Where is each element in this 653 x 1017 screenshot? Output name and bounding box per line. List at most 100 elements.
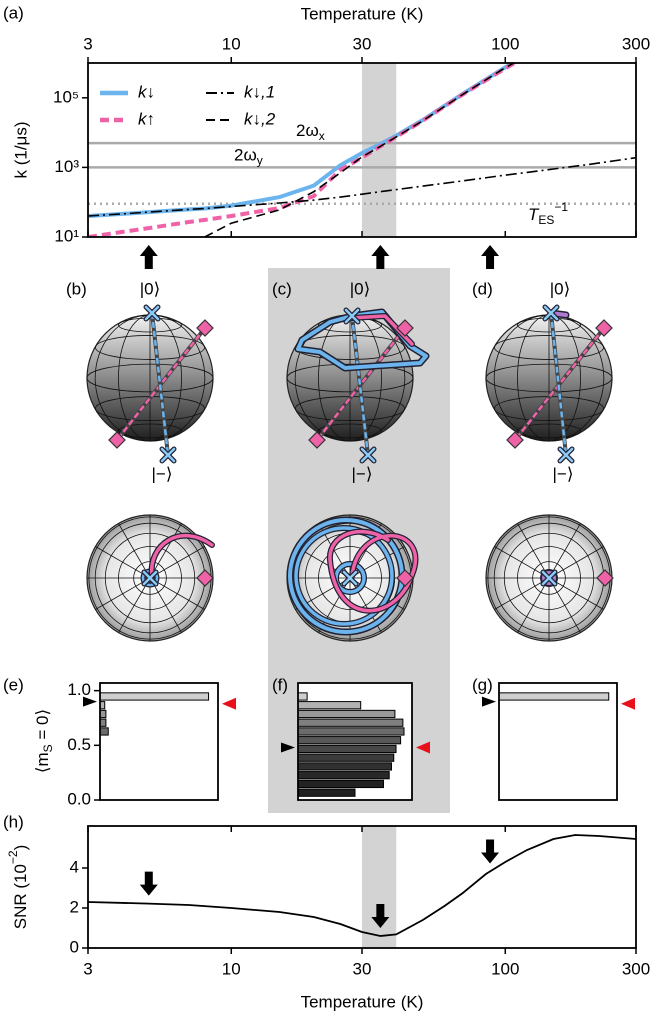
state-label: |0⟩	[350, 279, 371, 298]
y-tick-label: 0.0	[67, 789, 91, 808]
panel-label: (c)	[272, 279, 292, 298]
shaded-range	[362, 826, 397, 948]
y-axis-label: SNR (10−2)	[6, 845, 30, 930]
histogram-bar	[99, 727, 109, 736]
mean-marker	[621, 697, 635, 710]
arrow	[481, 839, 500, 864]
text-part: 2ω	[234, 146, 257, 165]
mean-marker	[83, 696, 97, 707]
cross-marker	[142, 305, 574, 586]
x-tick-label: 100	[491, 34, 519, 53]
panel-label: (f)	[272, 675, 288, 694]
diamond-marker	[595, 319, 613, 337]
histogram-bar	[99, 692, 210, 701]
legend-label: k↑	[138, 109, 155, 128]
text-part: T	[528, 205, 540, 224]
text-part: )	[11, 845, 30, 851]
x-tick-label: 30	[353, 34, 372, 53]
plot-frame	[297, 682, 413, 801]
legend-label: k↓,1	[244, 82, 275, 101]
trajectory	[328, 529, 418, 613]
y-tick-label: 0	[70, 937, 79, 956]
state-markers	[108, 319, 614, 587]
cross-markers	[141, 304, 575, 587]
x-axis-label: Temperature (K)	[301, 4, 424, 23]
x-tick-label: 30	[353, 959, 372, 978]
y-tick-label: 10¹	[54, 226, 79, 245]
mean-marker	[482, 696, 496, 707]
histogram-bar	[297, 779, 384, 789]
diamond-marker	[196, 319, 214, 337]
arrow	[481, 245, 500, 269]
arrow	[371, 904, 390, 928]
plot-frame	[498, 682, 618, 801]
panel-label: (b)	[66, 279, 87, 298]
histogram-bar	[297, 762, 392, 771]
reference-label: 2ωy	[234, 146, 263, 168]
arrow	[139, 245, 158, 269]
x-tick-label: 300	[622, 959, 650, 978]
text-part: SNR (10	[11, 864, 30, 929]
text-part: y	[257, 154, 263, 168]
trajectory	[549, 312, 568, 456]
state-label: |0⟩	[140, 279, 161, 298]
state-label: |0⟩	[550, 279, 571, 298]
text-part: 2ω	[296, 122, 319, 141]
text-part: −1	[554, 200, 568, 214]
reference-label: TES−1	[528, 200, 568, 227]
plot-background	[100, 683, 218, 800]
diamond-marker	[396, 569, 414, 587]
state-label: |−⟩	[152, 464, 173, 483]
x-tick-label: 3	[83, 34, 92, 53]
histogram-bar	[297, 771, 390, 780]
histogram-bar	[297, 753, 395, 762]
mean-marker	[281, 742, 295, 753]
text-part: = 0⟩	[33, 709, 52, 744]
trajectories	[108, 304, 614, 636]
legend-label: k↓	[138, 82, 155, 101]
mean-marker	[416, 741, 430, 754]
y-tick-label: 4	[70, 857, 79, 876]
y-tick-label: 1.0	[67, 680, 91, 699]
trajectory	[150, 312, 170, 456]
arrow	[371, 245, 390, 269]
x-tick-label: 10	[222, 34, 241, 53]
x-axis-label: Temperature (K)	[301, 992, 424, 1011]
histogram-bar	[297, 718, 404, 727]
reference-label: 2ωx	[296, 122, 325, 144]
series-line	[88, 156, 636, 217]
diamond-marker	[196, 569, 214, 587]
plot-background	[499, 683, 617, 800]
diamond-marker	[108, 431, 126, 449]
histogram-bar	[498, 692, 610, 701]
trajectory	[294, 526, 394, 626]
diamond-marker	[396, 319, 414, 337]
diamond-marker	[506, 431, 524, 449]
diamond-marker	[308, 431, 326, 449]
trajectory	[350, 315, 370, 456]
text-part: ES	[538, 213, 554, 227]
histogram-bar	[297, 692, 308, 701]
trajectory	[316, 327, 406, 441]
series-line	[204, 63, 516, 237]
histogram-bar	[297, 744, 397, 754]
y-tick-label: 0.5	[67, 735, 91, 754]
x-tick-label: 100	[491, 959, 519, 978]
panel-label: (d)	[472, 279, 493, 298]
state-label: |−⟩	[553, 464, 574, 483]
y-axis-label: ⟨mS = 0⟩	[33, 709, 55, 773]
y-tick-label: 10³	[54, 157, 79, 176]
mean-marker	[222, 697, 236, 710]
text-part: −2	[6, 850, 20, 864]
panel-label: (h)	[3, 812, 24, 831]
series-line	[88, 834, 636, 937]
legend-label: k↓,2	[244, 109, 276, 128]
text-part: x	[319, 129, 325, 143]
histogram-bar	[297, 701, 362, 710]
text-part: S	[41, 744, 55, 752]
trajectory	[116, 327, 206, 441]
panel-label: (a)	[3, 3, 24, 22]
x-tick-label: 10	[222, 959, 241, 978]
plot-frame	[99, 682, 219, 801]
trajectory	[514, 327, 605, 441]
